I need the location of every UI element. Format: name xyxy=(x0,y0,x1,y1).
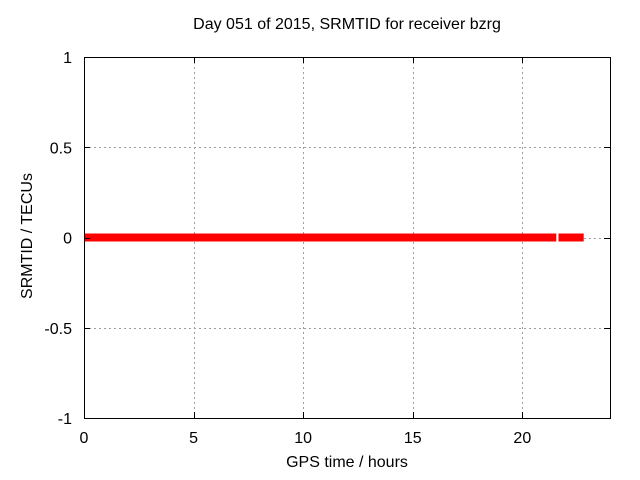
y-tick-label: -0.5 xyxy=(44,321,72,338)
y-tick-label: 0.5 xyxy=(50,140,72,157)
x-tick-label: 20 xyxy=(513,430,531,447)
x-tick-label: 15 xyxy=(404,430,422,447)
chart-title: Day 051 of 2015, SRMTID for receiver bzr… xyxy=(193,16,501,33)
x-tick-label: 10 xyxy=(294,430,312,447)
x-tick-label: 0 xyxy=(80,430,89,447)
y-tick-label: 1 xyxy=(63,50,72,67)
y-tick-label: 0 xyxy=(63,231,72,248)
x-axis-label: GPS time / hours xyxy=(286,454,408,471)
tick-marks-layer xyxy=(84,57,610,419)
y-axis-label: SRMTID / TECUs xyxy=(19,173,36,299)
tick-labels-layer: 0 5 10 15 20 -1 -0.5 0 0.5 1 xyxy=(44,50,531,447)
y-tick-label: -1 xyxy=(58,411,72,428)
x-tick-label: 5 xyxy=(189,430,198,447)
